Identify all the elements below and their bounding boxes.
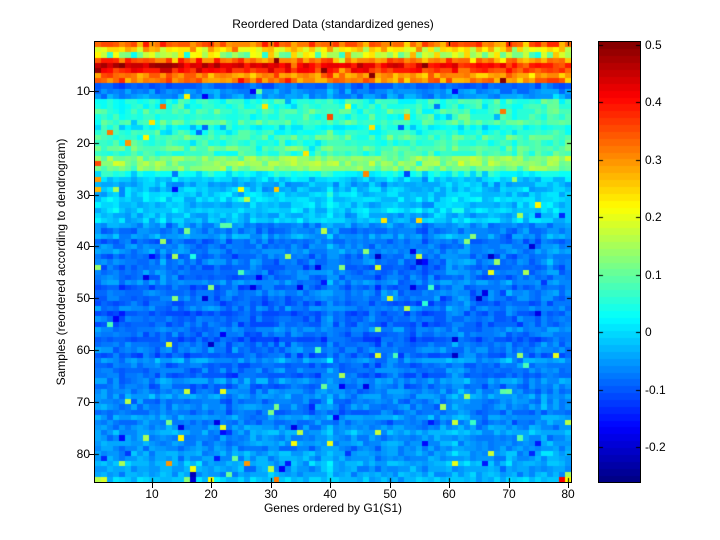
y-tick-label: 60 xyxy=(76,343,90,357)
x-tick-mark xyxy=(509,483,510,488)
heatmap-image xyxy=(95,42,571,482)
y-tick-label: 40 xyxy=(76,239,90,253)
y-tick-label: 30 xyxy=(76,188,90,202)
colorbar-gradient xyxy=(599,42,640,482)
x-tick-mark xyxy=(390,483,391,488)
colorbar-tick-label: 0.3 xyxy=(645,153,662,167)
x-tick-label: 50 xyxy=(383,487,397,501)
y-tick-mark xyxy=(89,350,94,351)
y-tick-mark xyxy=(89,246,94,247)
y-tick-label: 20 xyxy=(76,136,90,150)
colorbar-tick-label: 0.5 xyxy=(645,38,662,52)
x-tick-label: 20 xyxy=(204,487,218,501)
y-tick-label: 10 xyxy=(76,84,90,98)
x-axis-label: Genes ordered by G1(S1) xyxy=(263,501,403,515)
x-tick-label: 60 xyxy=(442,487,456,501)
chart-title: Reordered Data (standardized genes) xyxy=(232,17,434,31)
x-tick-label: 30 xyxy=(264,487,278,501)
x-tick-mark xyxy=(211,483,212,488)
x-tick-label: 70 xyxy=(502,487,516,501)
y-tick-label: 80 xyxy=(76,447,90,461)
y-tick-mark xyxy=(89,195,94,196)
colorbar-box xyxy=(598,41,641,483)
colorbar-tick-label: -0.2 xyxy=(645,440,666,454)
y-tick-mark xyxy=(89,91,94,92)
x-tick-label: 10 xyxy=(145,487,159,501)
x-tick-mark xyxy=(449,483,450,488)
x-tick-mark xyxy=(568,483,569,488)
colorbar-tick-label: 0.2 xyxy=(645,210,662,224)
y-tick-mark xyxy=(89,298,94,299)
x-tick-mark xyxy=(330,483,331,488)
colorbar-tick-label: 0 xyxy=(645,325,652,339)
x-tick-label: 40 xyxy=(323,487,337,501)
y-tick-mark xyxy=(89,454,94,455)
x-tick-label: 80 xyxy=(561,487,575,501)
y-tick-label: 50 xyxy=(76,291,90,305)
colorbar-tick-label: 0.1 xyxy=(645,268,662,282)
colorbar-tick-label: 0.4 xyxy=(645,95,662,109)
x-tick-mark xyxy=(271,483,272,488)
axes-box xyxy=(94,41,572,483)
y-tick-mark xyxy=(89,402,94,403)
colorbar-tick-label: -0.1 xyxy=(645,383,666,397)
y-tick-mark xyxy=(89,143,94,144)
y-tick-label: 70 xyxy=(76,395,90,409)
x-tick-mark xyxy=(152,483,153,488)
